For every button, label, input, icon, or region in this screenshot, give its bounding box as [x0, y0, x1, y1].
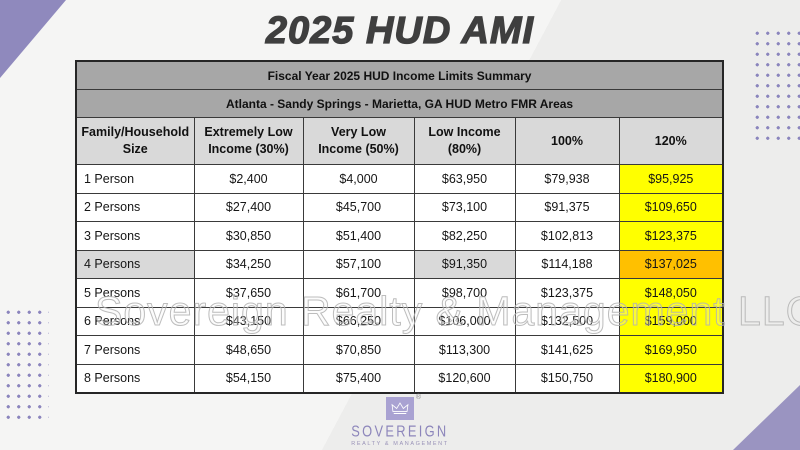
table-row: 2 Persons $27,400 $45,700 $73,100 $91,375 $10…	[75, 192, 724, 222]
table-row: 4 Persons $34,250 $57,100 $91,350 $114,188 $1…	[75, 249, 724, 279]
value-cell-120pct: $148,050	[618, 278, 724, 308]
table-row: 5 Persons $37,650 $61,700 $98,700 $123,375 $1…	[75, 278, 724, 308]
table-row: 1 Person $2,400 $4,000 $63,950 $79,938 $95,92…	[75, 164, 724, 194]
value-cell: $51,400	[302, 221, 415, 251]
page-title: 2025 HUD AMI	[265, 9, 535, 52]
value-cell: $98,700	[413, 278, 516, 308]
registered-mark: ®	[415, 394, 421, 401]
col-header-very-low: Very Low Income (50%)	[302, 117, 415, 165]
value-cell: $113,300	[413, 335, 516, 365]
value-cell: $66,250	[302, 306, 415, 336]
table-row: 6 Persons $43,150 $66,250 $106,000 $132,500 $…	[75, 306, 724, 336]
value-cell: $63,950	[413, 164, 516, 194]
crown-icon: ®	[386, 394, 421, 420]
row-label-cell: 5 Persons	[75, 278, 195, 308]
table-row: 3 Persons $30,850 $51,400 $82,250 $102,813 $1…	[75, 221, 724, 251]
value-cell: $4,000	[302, 164, 415, 194]
value-cell: $120,600	[413, 363, 516, 394]
table-body: 1 Person $2,400 $4,000 $63,950 $79,938 $95,92…	[75, 164, 724, 394]
table-row: 7 Persons $48,650 $70,850 $113,300 $141,625 $…	[75, 335, 724, 365]
value-cell: $45,700	[302, 192, 415, 222]
crown-icon-glyph	[391, 402, 409, 414]
value-cell: $57,100	[302, 249, 415, 279]
value-cell: $91,350	[413, 249, 516, 279]
col-header-100: 100%	[514, 117, 620, 165]
value-cell: $37,650	[193, 278, 304, 308]
value-cell: $123,375	[514, 278, 620, 308]
logo-name: SOVEREIGN	[351, 421, 449, 441]
value-cell-120pct: $123,375	[618, 221, 724, 251]
value-cell: $2,400	[193, 164, 304, 194]
row-label-cell: 2 Persons	[75, 192, 195, 222]
col-header-extremely-low: Extremely Low Income (30%)	[193, 117, 304, 165]
table-row: 8 Persons $54,150 $75,400 $120,600 $150,750 $…	[75, 363, 724, 394]
income-limits-table: Fiscal Year 2025 HUD Income Limits Summa…	[75, 60, 725, 394]
company-logo: ® SOVEREIGN REALTY & MANAGEMENT	[0, 394, 800, 447]
row-label-cell: 7 Persons	[75, 335, 195, 365]
value-cell: $132,500	[514, 306, 620, 336]
value-cell: $43,150	[193, 306, 304, 336]
value-cell-120pct: $159,000	[618, 306, 724, 336]
value-cell-120pct: $137,025	[618, 249, 724, 279]
col-header-120: 120%	[618, 117, 724, 165]
value-cell: $91,375	[514, 192, 620, 222]
row-label-cell: 8 Persons	[75, 363, 195, 394]
value-cell: $82,250	[413, 221, 516, 251]
value-cell: $48,650	[193, 335, 304, 365]
col-header-low: Low Income (80%)	[413, 117, 516, 165]
dot-grid-top-right	[752, 28, 800, 146]
row-label-cell: 6 Persons	[75, 306, 195, 336]
income-limits-table-container: Fiscal Year 2025 HUD Income Limits Summa…	[75, 60, 725, 394]
value-cell: $54,150	[193, 363, 304, 394]
row-label-cell: 3 Persons	[75, 221, 195, 251]
row-label-cell: 1 Person	[75, 164, 195, 194]
value-cell: $70,850	[302, 335, 415, 365]
value-cell: $30,850	[193, 221, 304, 251]
value-cell: $75,400	[302, 363, 415, 394]
value-cell: $34,250	[193, 249, 304, 279]
row-label-cell: 4 Persons	[75, 249, 195, 279]
logo-tagline: REALTY & MANAGEMENT	[351, 441, 449, 447]
value-cell: $27,400	[193, 192, 304, 222]
value-cell: $79,938	[514, 164, 620, 194]
table-title-row: Fiscal Year 2025 HUD Income Limits Summa…	[75, 60, 724, 90]
value-cell-120pct: $169,950	[618, 335, 724, 365]
value-cell: $114,188	[514, 249, 620, 279]
value-cell-120pct: $180,900	[618, 363, 724, 394]
table-region: Atlanta - Sandy Springs - Marietta, GA H…	[75, 89, 724, 118]
value-cell: $73,100	[413, 192, 516, 222]
col-header-household-size: Family/Household Size	[75, 117, 195, 165]
value-cell: $106,000	[413, 306, 516, 336]
value-cell: $141,625	[514, 335, 620, 365]
value-cell-120pct: $109,650	[618, 192, 724, 222]
dot-grid-bottom-left	[3, 307, 49, 421]
value-cell-120pct: $95,925	[618, 164, 724, 194]
value-cell: $61,700	[302, 278, 415, 308]
table-title: Fiscal Year 2025 HUD Income Limits Summa…	[75, 60, 724, 90]
value-cell: $150,750	[514, 363, 620, 394]
table-region-row: Atlanta - Sandy Springs - Marietta, GA H…	[75, 89, 724, 118]
value-cell: $102,813	[514, 221, 620, 251]
table-header-row: Family/Household Size Extremely Low Inco…	[75, 117, 724, 165]
